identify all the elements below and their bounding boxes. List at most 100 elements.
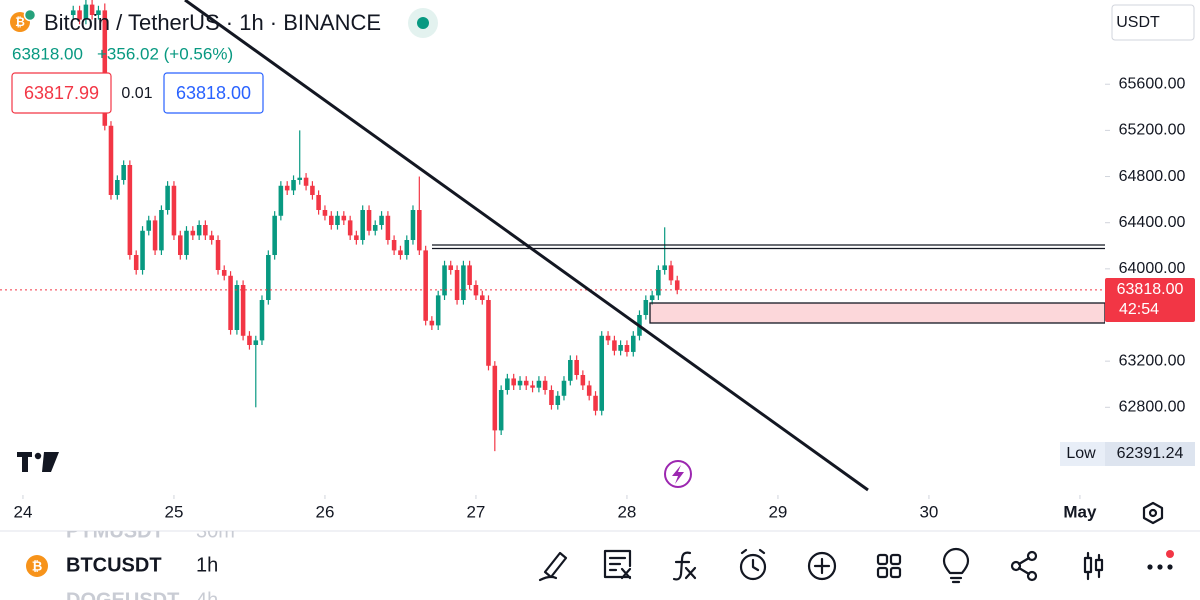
candle-body bbox=[549, 390, 554, 405]
alert-tool[interactable] bbox=[739, 548, 767, 581]
candle-body bbox=[240, 285, 246, 336]
candle-body bbox=[297, 177, 303, 180]
symbol-title[interactable]: Bitcoin / TetherUS · 1h · BINANCE bbox=[44, 10, 381, 35]
sell-button[interactable] bbox=[11, 72, 112, 114]
tv-logo[interactable] bbox=[17, 452, 59, 472]
candle-body bbox=[234, 285, 240, 330]
candle-body bbox=[329, 215, 334, 225]
candle-body bbox=[121, 165, 126, 180]
hint-tool[interactable] bbox=[942, 547, 970, 584]
candle-body bbox=[505, 378, 510, 390]
candle-body bbox=[127, 165, 133, 255]
candle-body bbox=[360, 210, 365, 240]
candle-body bbox=[461, 265, 466, 300]
candle-body bbox=[165, 185, 170, 210]
coin-icon bbox=[26, 555, 48, 577]
x-tick-label: 28 bbox=[617, 502, 636, 521]
candle-body bbox=[404, 240, 410, 255]
spread: 0.01 bbox=[121, 85, 152, 102]
candle-body bbox=[599, 335, 605, 411]
candle-body bbox=[146, 220, 152, 231]
last-price: 63818.00 bbox=[12, 44, 83, 63]
candle-body bbox=[379, 215, 384, 225]
candle-body bbox=[83, 4, 89, 20]
candle-body bbox=[366, 210, 372, 231]
layout-tool[interactable] bbox=[876, 553, 902, 579]
status-dot bbox=[417, 17, 429, 29]
prev-symbol[interactable]: PYMUSDT bbox=[66, 520, 164, 542]
ideas-tool[interactable] bbox=[603, 549, 632, 580]
low-value: 62391.24 bbox=[1117, 445, 1184, 462]
axes: 62800.00 63200.00 64000.00 64400.00 64800.00… bbox=[13, 75, 1185, 521]
candle-body bbox=[159, 210, 164, 251]
candle-body bbox=[247, 335, 252, 345]
candle-body bbox=[467, 265, 472, 285]
next-interval[interactable]: 4h bbox=[196, 589, 218, 600]
buy-button[interactable] bbox=[163, 72, 264, 114]
candle-body bbox=[612, 340, 617, 351]
candle-body bbox=[448, 265, 454, 270]
candle-body bbox=[115, 180, 120, 195]
candle-body bbox=[492, 365, 498, 431]
next-symbol[interactable]: DOGEUSDT bbox=[66, 589, 179, 600]
candle-body bbox=[410, 210, 416, 240]
zone-box[interactable] bbox=[649, 302, 1105, 324]
candle-body bbox=[284, 185, 290, 191]
y-tick-label: 64000.00 bbox=[1119, 260, 1186, 277]
x-tick-label: 30 bbox=[919, 502, 938, 521]
chart-type-tool[interactable] bbox=[1083, 551, 1104, 581]
add-tool[interactable] bbox=[807, 551, 837, 581]
candle-body bbox=[203, 225, 208, 236]
candle-body bbox=[259, 300, 265, 341]
coin-glyph: ₿ bbox=[15, 15, 25, 29]
share-tool[interactable] bbox=[1010, 550, 1038, 582]
currency: USDT bbox=[1116, 14, 1160, 31]
candle-body bbox=[391, 240, 397, 251]
more-tool[interactable] bbox=[1147, 550, 1174, 570]
lightning-icon[interactable] bbox=[664, 460, 692, 488]
candle-body bbox=[228, 275, 233, 330]
x-tick-label: 25 bbox=[164, 502, 183, 521]
bottom-bar-bg bbox=[0, 531, 1200, 600]
candle-body bbox=[555, 395, 561, 405]
x-tick-label: 24 bbox=[13, 502, 32, 521]
candle-body bbox=[593, 395, 598, 411]
candle-body bbox=[486, 300, 491, 366]
candle-body bbox=[656, 270, 661, 296]
coin-glyph: ₿ bbox=[32, 558, 43, 573]
candle-body bbox=[190, 230, 196, 236]
candle-body bbox=[77, 10, 82, 20]
candle-body bbox=[423, 250, 428, 321]
candle-body bbox=[108, 125, 114, 195]
candle-body bbox=[568, 360, 573, 381]
candle-body bbox=[171, 185, 177, 236]
draw-tool[interactable] bbox=[538, 551, 568, 582]
drawings bbox=[184, 0, 1105, 492]
candle-body bbox=[480, 295, 485, 300]
candle-body bbox=[335, 215, 340, 225]
candle-body bbox=[668, 265, 674, 281]
prev-interval[interactable]: 30m bbox=[196, 520, 235, 542]
candle-body bbox=[215, 240, 221, 270]
low-value-box bbox=[1105, 442, 1195, 466]
plot-area[interactable] bbox=[0, 0, 1105, 452]
candle-body bbox=[221, 270, 227, 276]
candle-body bbox=[517, 380, 523, 386]
interval[interactable]: 1h bbox=[196, 554, 218, 576]
axis-settings[interactable] bbox=[1142, 501, 1164, 525]
symbol[interactable]: BTCUSDT bbox=[66, 554, 162, 576]
candle-body bbox=[624, 345, 630, 352]
candle-body bbox=[89, 4, 95, 15]
candle-body bbox=[209, 235, 214, 240]
candle-body bbox=[266, 255, 271, 300]
candle-body bbox=[435, 295, 441, 326]
indicators-tool[interactable] bbox=[672, 551, 697, 581]
candle-body bbox=[631, 335, 636, 352]
currency-button[interactable] bbox=[1111, 4, 1195, 41]
candle-body bbox=[674, 280, 680, 290]
candle-body bbox=[133, 255, 139, 270]
price-tag: 63818.00 42:54 Low 62391.24 bbox=[1060, 278, 1195, 466]
candle-body bbox=[536, 380, 542, 388]
y-tick-label: 64400.00 bbox=[1119, 214, 1186, 231]
candle-body bbox=[429, 320, 435, 326]
